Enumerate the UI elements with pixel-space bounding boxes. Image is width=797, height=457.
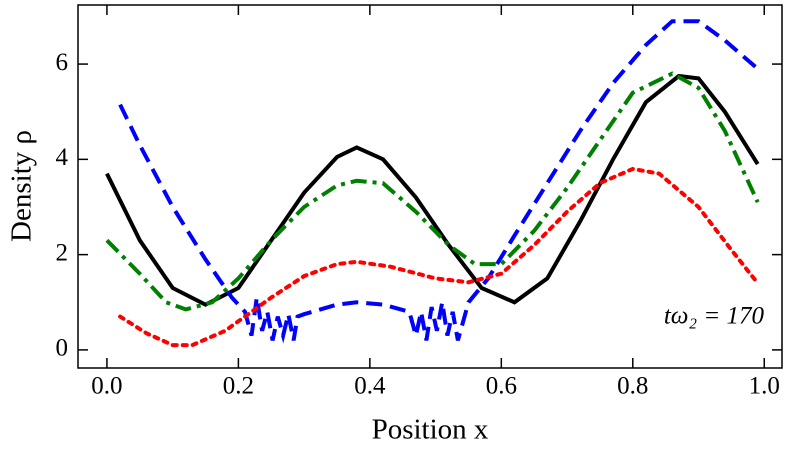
x-tick-label: 1.0 [749,373,780,400]
y-tick-label: 4 [56,144,69,171]
x-tick-label: 0.6 [486,373,517,400]
plot-frame [77,4,783,369]
y-tick-label: 6 [56,49,69,76]
data-line [118,166,760,348]
y-axis-label: Density ρ [6,130,38,242]
y-tick-label: 2 [56,239,69,266]
data-line [105,73,760,307]
x-tick-label: 0.0 [91,373,122,400]
data-line [105,71,760,312]
x-axis-label: Position x [372,414,489,446]
annotation: tω₂ = 170 [664,303,765,330]
x-tick-label: 0.4 [354,373,386,400]
x-tick-label: 0.8 [617,373,648,400]
y-tick-label: 0 [56,335,69,362]
x-tick-label: 0.2 [223,373,254,400]
data-line [118,19,760,344]
